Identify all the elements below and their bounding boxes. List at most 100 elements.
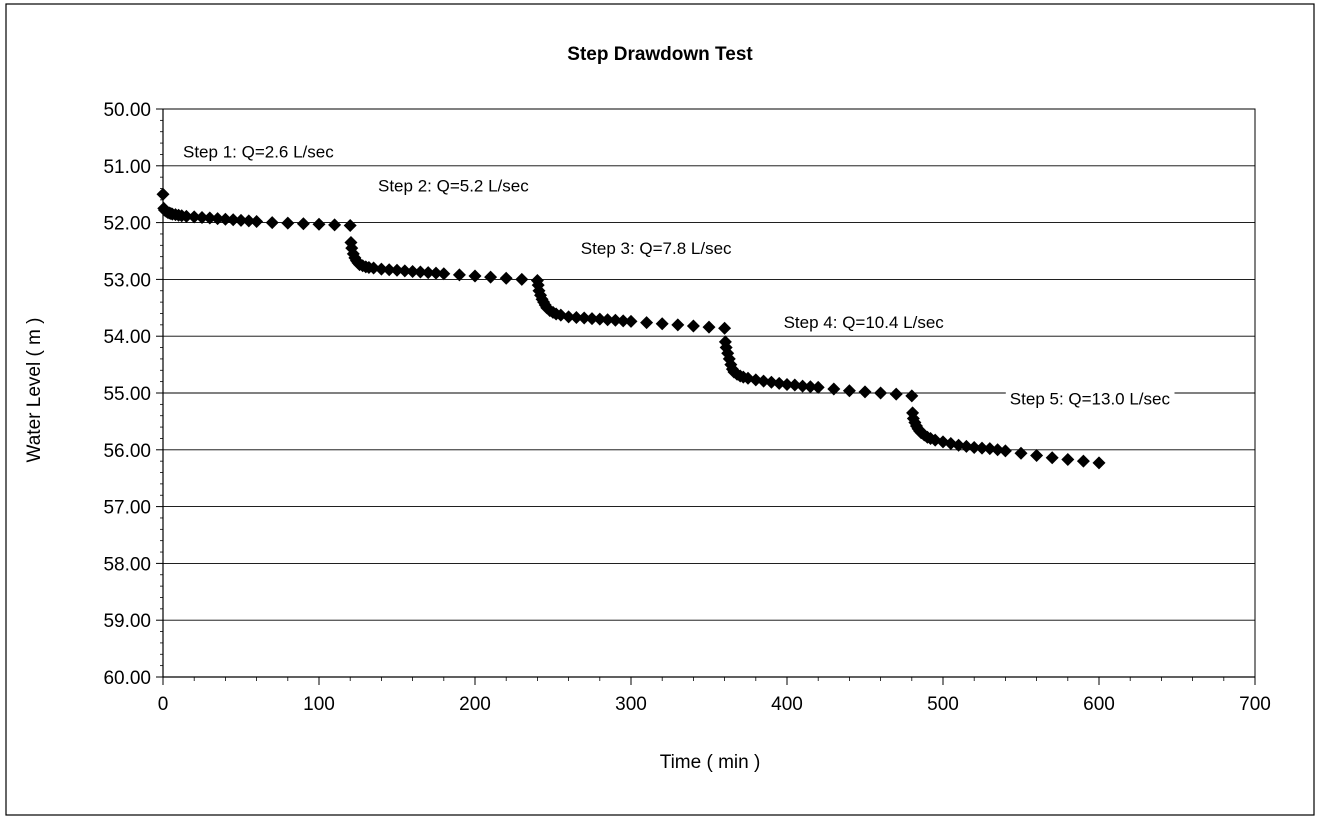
data-point — [437, 267, 451, 281]
data-point — [382, 263, 396, 277]
data-point — [593, 312, 607, 326]
data-point — [328, 218, 342, 232]
data-point — [250, 214, 264, 228]
x-tick-label: 700 — [1239, 694, 1271, 715]
data-point — [398, 264, 412, 278]
annotations: Step 1: Q=2.6 L/sec Step 2: Q=5.2 L/sec St… — [179, 141, 1175, 410]
data-point — [577, 311, 591, 325]
x-axis-label: Time ( min ) — [660, 752, 761, 773]
data-point — [686, 319, 700, 333]
data-point — [211, 212, 225, 226]
data-point — [608, 313, 622, 327]
data-point — [640, 316, 654, 330]
y-tick-label: 54.00 — [103, 327, 151, 348]
data-point — [413, 265, 427, 279]
y-tick-label: 50.00 — [103, 100, 151, 121]
step-annotation: Step 1: Q=2.6 L/sec — [183, 143, 334, 162]
data-point — [624, 314, 638, 328]
data-point — [772, 376, 786, 390]
data-point — [218, 212, 232, 226]
data-point — [468, 269, 482, 283]
data-point — [757, 374, 771, 388]
annotation-background — [374, 175, 534, 197]
y-tick-label: 52.00 — [103, 214, 151, 235]
data-point — [749, 373, 763, 387]
step-annotation: Step 5: Q=13.0 L/sec — [1010, 390, 1171, 409]
data-point — [281, 216, 295, 230]
data-point — [374, 262, 388, 276]
data-point — [718, 321, 732, 335]
data-point — [1014, 446, 1028, 460]
data-point — [312, 217, 326, 231]
data-point — [967, 441, 981, 455]
data-point — [803, 380, 817, 394]
y-tick-label: 57.00 — [103, 498, 151, 519]
data-point — [796, 379, 810, 393]
data-point — [975, 441, 989, 455]
data-point — [811, 380, 825, 394]
data-point — [827, 382, 841, 396]
data-point — [452, 268, 466, 282]
y-axis-label: Water Level ( m ) — [24, 318, 45, 463]
data-point — [421, 266, 435, 280]
data-point — [499, 271, 513, 285]
chart-title: Step Drawdown Test — [567, 44, 753, 65]
y-tick-label: 59.00 — [103, 611, 151, 632]
x-tick-label: 300 — [615, 694, 647, 715]
data-point — [616, 314, 630, 328]
annotation-background — [779, 312, 949, 333]
step-annotation: Step 4: Q=10.4 L/sec — [784, 313, 945, 332]
data-point — [788, 378, 802, 392]
y-tick-label: 53.00 — [103, 270, 151, 291]
y-tick-label: 51.00 — [103, 157, 151, 178]
step-annotation: Step 2: Q=5.2 L/sec — [378, 177, 529, 196]
data-point — [265, 216, 279, 230]
data-point — [585, 312, 599, 326]
data-point — [156, 187, 170, 201]
data-point — [1030, 448, 1044, 462]
data-point — [655, 317, 669, 331]
data-point — [187, 210, 201, 224]
data-point — [1045, 451, 1059, 465]
data-point — [952, 438, 966, 452]
x-tick-label: 500 — [927, 694, 959, 715]
data-point — [889, 387, 903, 401]
data-point — [195, 210, 209, 224]
data-point — [515, 272, 529, 286]
data-points — [156, 187, 1106, 470]
data-point — [983, 442, 997, 456]
annotation-background — [179, 141, 339, 163]
data-point — [203, 211, 217, 225]
data-point — [406, 264, 420, 278]
x-tick-label: 100 — [303, 694, 335, 715]
x-tick-label: 400 — [771, 694, 803, 715]
data-point — [367, 261, 381, 275]
data-point — [905, 389, 919, 403]
data-point — [842, 384, 856, 398]
y-tick-label: 58.00 — [103, 554, 151, 575]
data-point — [562, 310, 576, 324]
y-tick-label: 55.00 — [103, 384, 151, 405]
y-tick-label: 60.00 — [103, 668, 151, 689]
data-point — [179, 209, 193, 223]
step-annotation: Step 3: Q=7.8 L/sec — [581, 239, 732, 258]
data-point — [1061, 452, 1075, 466]
data-point — [484, 270, 498, 284]
data-point — [429, 266, 443, 280]
data-point — [343, 218, 357, 232]
data-point — [1092, 456, 1106, 470]
data-point — [671, 318, 685, 332]
data-point — [998, 444, 1012, 458]
data-point — [991, 443, 1005, 457]
data-point — [234, 213, 248, 227]
data-point — [296, 217, 310, 231]
data-point — [764, 375, 778, 389]
data-point — [959, 439, 973, 453]
data-point — [874, 386, 888, 400]
data-point — [1076, 454, 1090, 468]
axes: 50.00 51.00 52.00 53.00 54.00 55.00 56.00 57.00… — [103, 100, 1270, 715]
annotation-background — [576, 238, 737, 260]
x-tick-label: 200 — [459, 694, 491, 715]
data-point — [601, 313, 615, 327]
